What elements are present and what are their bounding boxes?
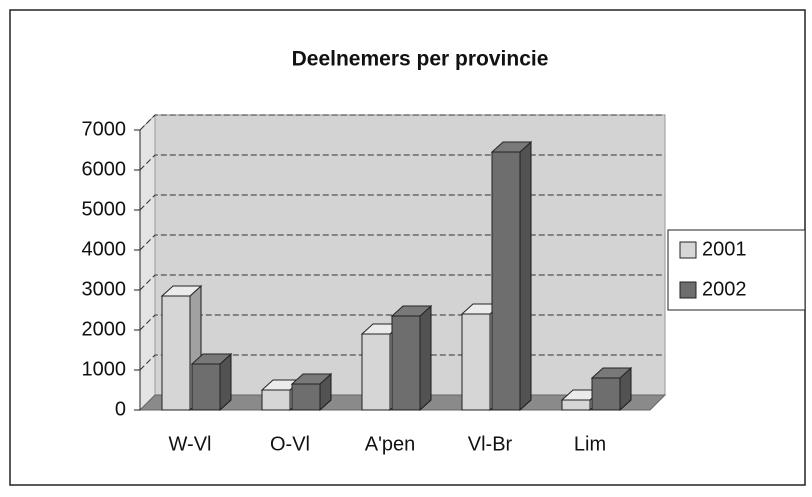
y-tick-label: 3000	[82, 278, 127, 300]
legend-swatch	[679, 241, 697, 259]
bar	[461, 313, 491, 411]
x-tick-label: A'pen	[365, 433, 416, 455]
bar	[291, 383, 321, 411]
x-tick-label: W-Vl	[169, 433, 212, 455]
y-tick-label: 1000	[82, 358, 127, 380]
bar	[161, 295, 191, 411]
x-tick-label: O-Vl	[270, 433, 310, 455]
chart-title: Deelnemers per provincie	[292, 48, 549, 71]
x-tick-label: Vl-Br	[468, 433, 513, 455]
bar	[361, 333, 391, 411]
bar-side	[519, 140, 532, 412]
y-tick-label: 5000	[82, 198, 127, 220]
y-tick-label: 2000	[82, 318, 127, 340]
legend-label: 2001	[702, 238, 747, 260]
grid-line	[139, 114, 665, 131]
bar	[261, 389, 291, 411]
bar	[491, 151, 521, 411]
side-wall	[139, 113, 156, 412]
legend-label: 2002	[702, 278, 747, 300]
y-tick-label: 7000	[82, 118, 127, 140]
y-tick-label: 0	[115, 398, 126, 420]
bar	[191, 363, 221, 411]
bar-side	[419, 304, 432, 412]
bar	[391, 315, 421, 411]
legend-swatch	[679, 281, 697, 299]
bar	[561, 399, 591, 411]
x-tick-label: Lim	[574, 433, 606, 455]
y-tick-label: 6000	[82, 158, 127, 180]
bar	[591, 377, 621, 411]
y-tick-label: 4000	[82, 238, 127, 260]
